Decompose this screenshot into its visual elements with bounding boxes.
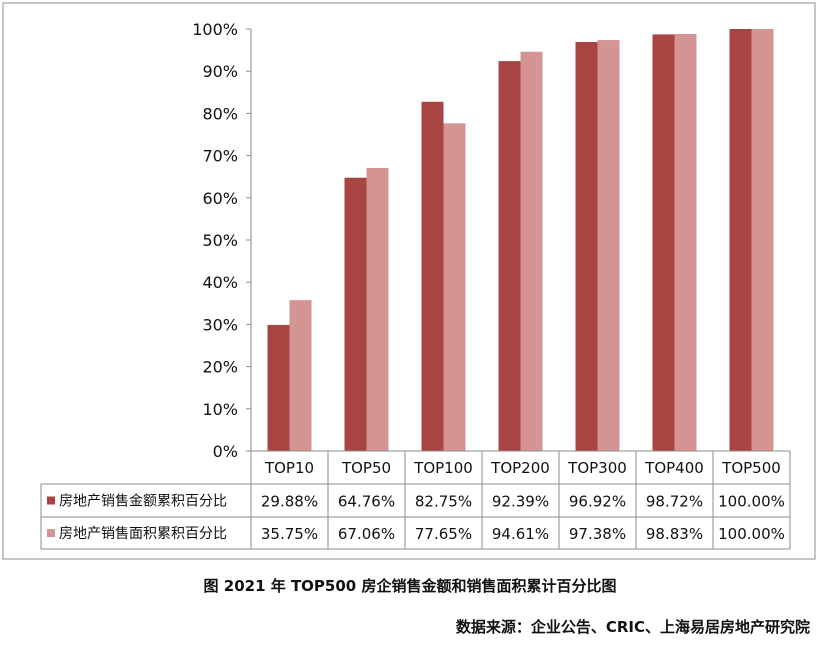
bar-series-2-top50 (366, 168, 389, 451)
legend-swatch-series-2 (47, 529, 55, 537)
data-label: 29.88% (261, 493, 318, 511)
data-source: 数据来源：企业公告、CRIC、上海易居房地产研究院 (455, 618, 810, 636)
bar-series-1-top100 (421, 101, 444, 452)
y-tick-label: 50% (202, 231, 238, 250)
data-label: 97.38% (569, 525, 626, 543)
x-tick-label: TOP100 (413, 459, 473, 477)
bar-series-1-top300 (575, 41, 598, 452)
bars (267, 29, 774, 452)
data-label: 82.75% (415, 493, 472, 511)
y-tick-label: 40% (202, 273, 238, 292)
data-label: 94.61% (492, 525, 549, 543)
data-label: 35.75% (261, 525, 318, 543)
data-label: 77.65% (415, 525, 472, 543)
y-tick-label: 100% (192, 20, 238, 39)
data-label: 98.72% (646, 493, 703, 511)
legend-swatch-series-1 (47, 496, 55, 505)
y-tick-label: 20% (202, 358, 238, 377)
bar-series-1-top400 (652, 34, 675, 451)
data-table: TOP10 TOP50 TOP100 TOP200 TOP300 TOP400 TOP500… (40, 450, 791, 550)
x-tick-label: TOP200 (490, 459, 550, 477)
y-tick-label: 30% (202, 315, 238, 334)
data-label: 100.00% (718, 525, 785, 543)
bar-series-1-top10 (267, 324, 290, 451)
x-tick-label: TOP400 (644, 459, 704, 477)
bar-series-2-top300 (597, 40, 620, 452)
bar-series-2-top200 (520, 51, 543, 452)
legend-label-series-1: 房地产销售金额累积百分比 (59, 494, 227, 510)
bar-series-1-top50 (344, 177, 367, 451)
data-label: 96.92% (569, 493, 626, 511)
bar-series-2-top400 (674, 33, 697, 451)
y-tick-label: 90% (202, 62, 238, 81)
bar-series-2-top100 (443, 123, 466, 451)
y-axis: 0% 10% 20% 30% 40% 50% 60% 70% 80% 90% 100% (192, 20, 252, 461)
bar-series-2-top10 (289, 300, 312, 451)
x-tick-label: TOP300 (567, 459, 627, 477)
bar-series-1-top200 (498, 61, 521, 452)
bar-series-2-top500 (751, 29, 774, 451)
data-label: 100.00% (718, 493, 785, 511)
y-tick-label: 0% (213, 442, 238, 461)
data-label: 67.06% (338, 525, 395, 543)
data-label: 64.76% (338, 493, 395, 511)
x-tick-label: TOP10 (264, 459, 314, 477)
y-tick-label: 10% (202, 400, 238, 419)
data-label: 92.39% (492, 493, 549, 511)
chart: 0%10%20%30%40%50%60%70%80%90%100% TOP10 T… (2, 2, 816, 560)
y-tick-label: 60% (202, 189, 238, 208)
y-tick-label: 80% (202, 104, 238, 123)
y-tick-label: 70% (202, 147, 238, 166)
bar-series-1-top500 (729, 29, 752, 451)
x-tick-label: TOP500 (721, 459, 781, 477)
figure-caption: 图 2021 年 TOP500 房企销售金额和销售面积累计百分比图 (203, 577, 617, 595)
x-tick-label: TOP50 (341, 459, 391, 477)
legend-label-series-2: 房地产销售面积累积百分比 (59, 526, 227, 542)
data-label: 98.83% (646, 525, 703, 543)
